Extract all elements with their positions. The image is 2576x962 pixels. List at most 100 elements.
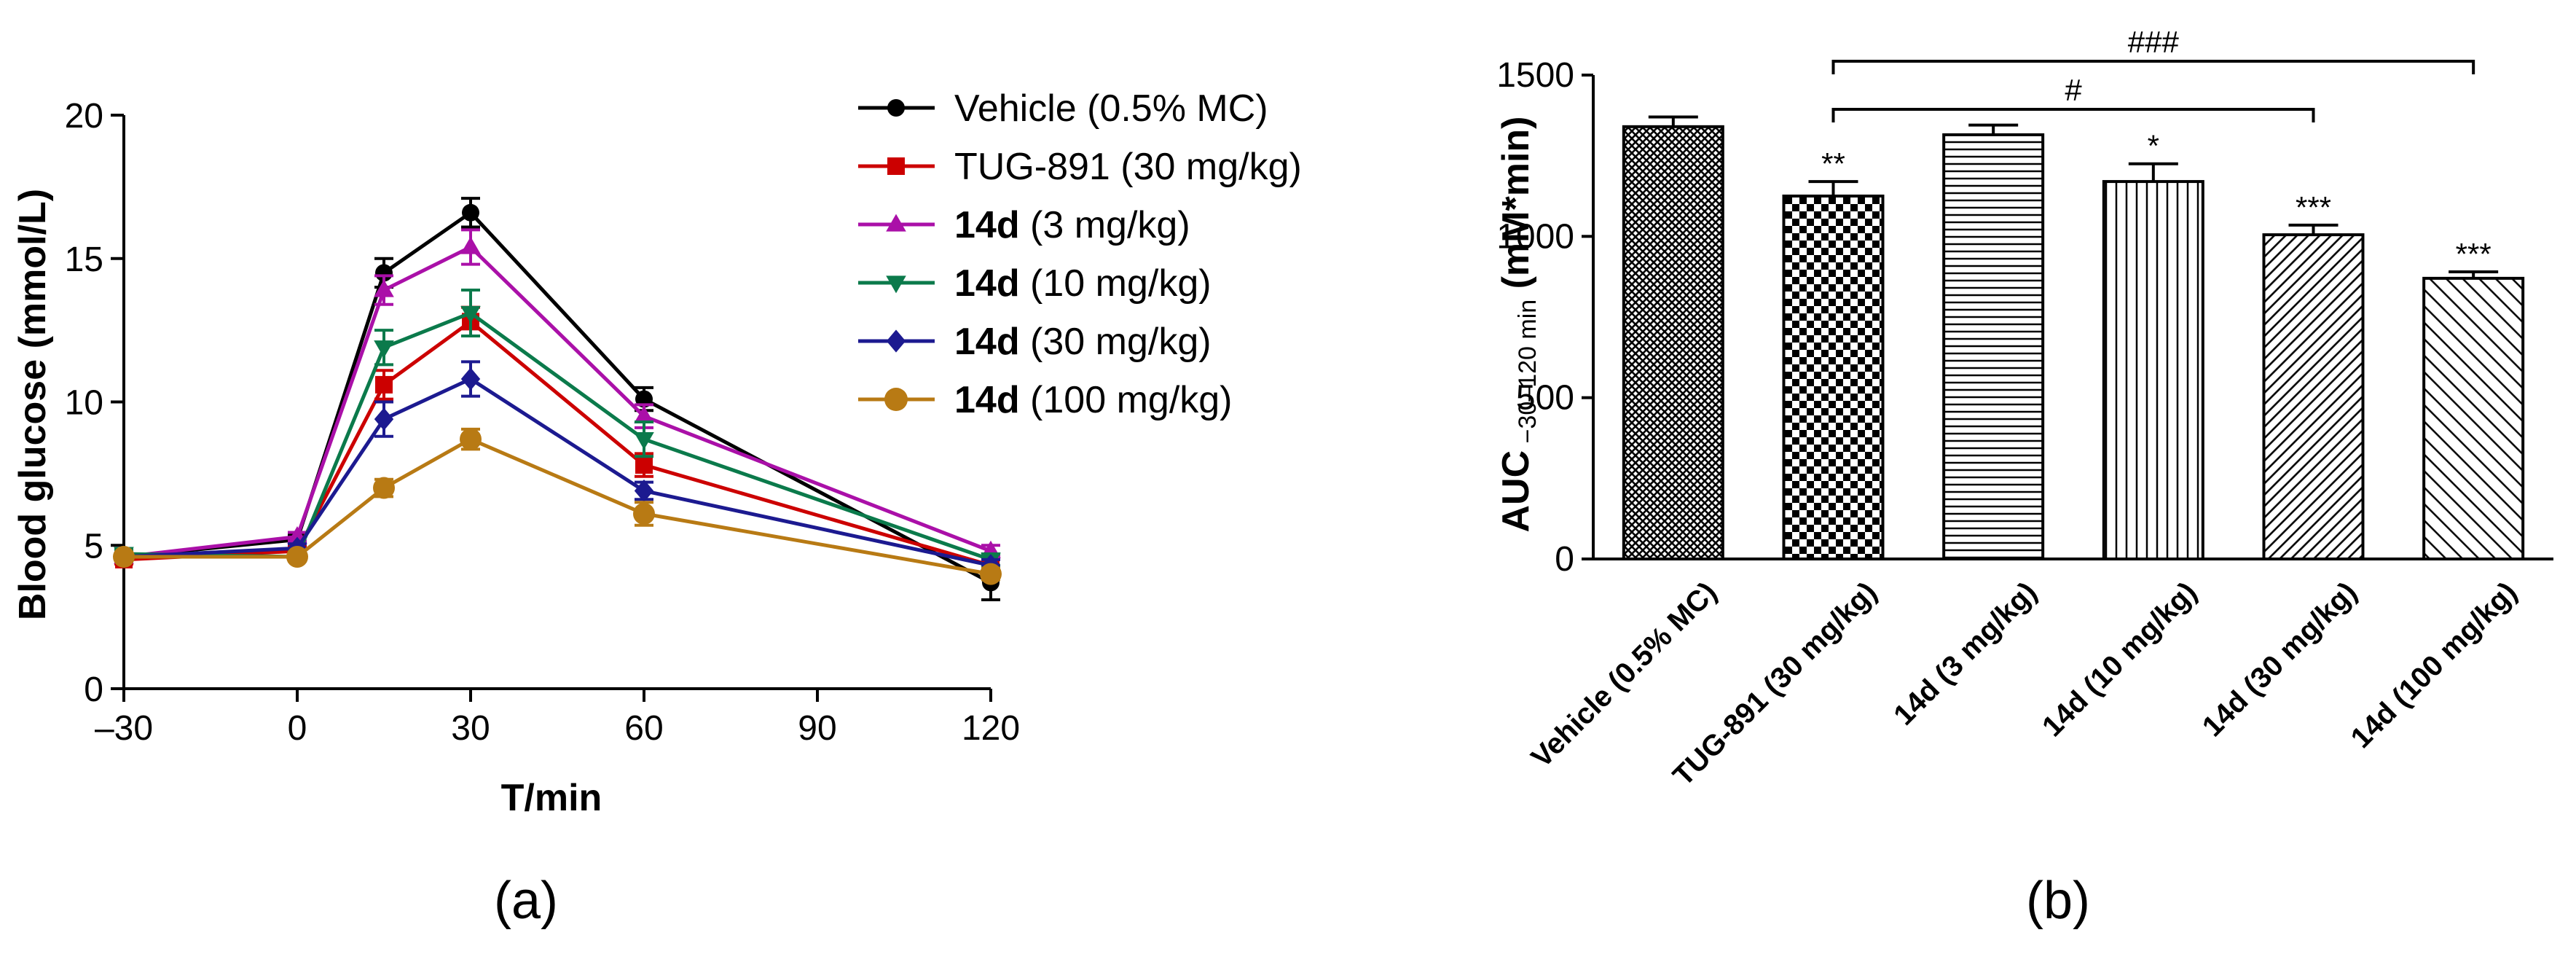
bar xyxy=(1942,133,2045,561)
legend-marker xyxy=(886,329,906,353)
data-point xyxy=(113,545,135,568)
legend-label-text: TUG-891 (30 mg/kg) xyxy=(954,146,1302,188)
series-line xyxy=(123,210,992,584)
legend-marker xyxy=(884,388,908,411)
data-point xyxy=(375,264,393,282)
data-point xyxy=(980,563,1002,585)
legend-marker xyxy=(887,99,905,117)
y-tick-label: 1000 xyxy=(1496,217,1574,256)
series-2 xyxy=(114,305,1000,574)
legend-label-text: (10 mg/kg) xyxy=(1020,262,1212,305)
y-axis-title-subscript: −30–120 min xyxy=(1514,300,1542,450)
legend-label: TUG-891 (30 mg/kg) xyxy=(954,146,1302,188)
series-line xyxy=(123,377,991,568)
series-3 xyxy=(114,228,1001,564)
comparison-bracket xyxy=(1831,60,2475,74)
y-tick-label: 20 xyxy=(65,97,103,136)
legend-label-text: (100 mg/kg) xyxy=(1020,379,1233,421)
panel-label-a: (a) xyxy=(494,872,558,930)
legend-label-text: (3 mg/kg) xyxy=(1020,204,1190,246)
data-point xyxy=(634,405,654,423)
bar xyxy=(2262,233,2365,560)
y-axis-title-main: AUC xyxy=(1495,450,1537,533)
bar xyxy=(2422,276,2525,560)
x-tick-label: 30 xyxy=(451,709,490,748)
y-axis: 0 5 10 15 20 xyxy=(65,97,125,709)
category-label: 14d (30 mg/kg) xyxy=(2196,576,2363,743)
series-line xyxy=(123,319,991,568)
data-point xyxy=(374,407,394,431)
bar xyxy=(2102,180,2204,560)
data-point xyxy=(634,479,654,503)
y-axis-title: AUC −30–120 min (mM*min) xyxy=(1495,117,1542,533)
data-point xyxy=(374,340,394,359)
category-label: 14d (3 mg/kg) xyxy=(1888,576,2043,731)
y-tick-label: 5 xyxy=(84,527,103,566)
y-tick-label: 0 xyxy=(84,670,103,709)
legend-label: 14d (10 mg/kg) xyxy=(954,262,1212,305)
bar-4: * xyxy=(2102,129,2204,560)
data-point xyxy=(635,456,653,474)
comparison-bracket xyxy=(1831,108,2315,122)
bar-6: *** xyxy=(2422,237,2525,560)
data-point xyxy=(633,502,655,525)
comparison-2: ### xyxy=(1831,25,2475,74)
series-6 xyxy=(113,427,1002,585)
bars-group: ********* xyxy=(1622,115,2525,561)
bar-5: *** xyxy=(2262,190,2365,560)
legend-label: 14d (30 mg/kg) xyxy=(954,321,1212,363)
data-point xyxy=(460,236,481,254)
bar xyxy=(1782,195,1885,560)
y-tick-label: 15 xyxy=(65,240,103,279)
legend-entry-6: 14d (100 mg/kg) xyxy=(858,379,1233,421)
x-tick-label: 90 xyxy=(798,709,836,748)
series-line xyxy=(123,244,991,559)
data-point xyxy=(373,477,395,499)
significance-label: ** xyxy=(1821,146,1845,181)
y-tick-label: 0 xyxy=(1555,540,1574,579)
comparison-label: ### xyxy=(2128,25,2180,59)
data-point xyxy=(634,432,654,450)
data-point xyxy=(375,375,393,394)
data-point xyxy=(374,279,394,297)
y-axis-title: Blood glucose (mmol/L) xyxy=(12,189,54,620)
bar-2: ** xyxy=(1782,146,1885,560)
legend-label-text: Vehicle (0.5% MC) xyxy=(954,87,1268,130)
x-axis: –30 0 30 60 90 120 xyxy=(95,687,1020,748)
legend-label-text: (30 mg/kg) xyxy=(1020,321,1212,363)
legend-entry-5: 14d (30 mg/kg) xyxy=(858,321,1212,363)
series-line xyxy=(124,437,991,576)
y-axis: 0 500 1000 1500 xyxy=(1496,56,2553,579)
legend-label-bold: 14d xyxy=(954,262,1020,305)
x-tick-label: 60 xyxy=(624,709,663,748)
legend-label: 14d (100 mg/kg) xyxy=(954,379,1233,421)
significance-label: *** xyxy=(2296,190,2331,224)
category-label: 14d (100 mg/kg) xyxy=(2345,576,2524,754)
legend-entry-4: 14d (10 mg/kg) xyxy=(858,262,1212,305)
comparison-1: # xyxy=(1831,73,2315,122)
legend-label-bold: 14d xyxy=(954,379,1020,421)
comparison-label: # xyxy=(2065,73,2082,107)
bar xyxy=(1622,125,1724,560)
legend-label-bold: 14d xyxy=(954,321,1020,363)
data-point xyxy=(462,203,479,222)
legend-label-bold: 14d xyxy=(954,204,1020,246)
x-tick-label: 0 xyxy=(288,709,307,748)
series-group xyxy=(113,197,1002,602)
bar-1 xyxy=(1622,115,1724,560)
legend-entry-3: 14d (3 mg/kg) xyxy=(858,204,1190,246)
legend-entry-2: TUG-891 (30 mg/kg) xyxy=(858,146,1302,188)
data-point xyxy=(460,367,481,391)
x-tick-label: 120 xyxy=(962,709,1020,748)
legend-entry-1: Vehicle (0.5% MC) xyxy=(858,87,1268,130)
legend: Vehicle (0.5% MC) TUG-891 (30 mg/kg) 14d (… xyxy=(858,87,1302,421)
y-tick-label: 10 xyxy=(65,384,103,423)
y-tick-label: 500 xyxy=(1516,379,1574,418)
x-tick-label: –30 xyxy=(95,709,153,748)
category-label: 14d (10 mg/kg) xyxy=(2036,576,2203,743)
panel-label-b: (b) xyxy=(2026,872,2090,930)
data-point xyxy=(460,305,481,324)
